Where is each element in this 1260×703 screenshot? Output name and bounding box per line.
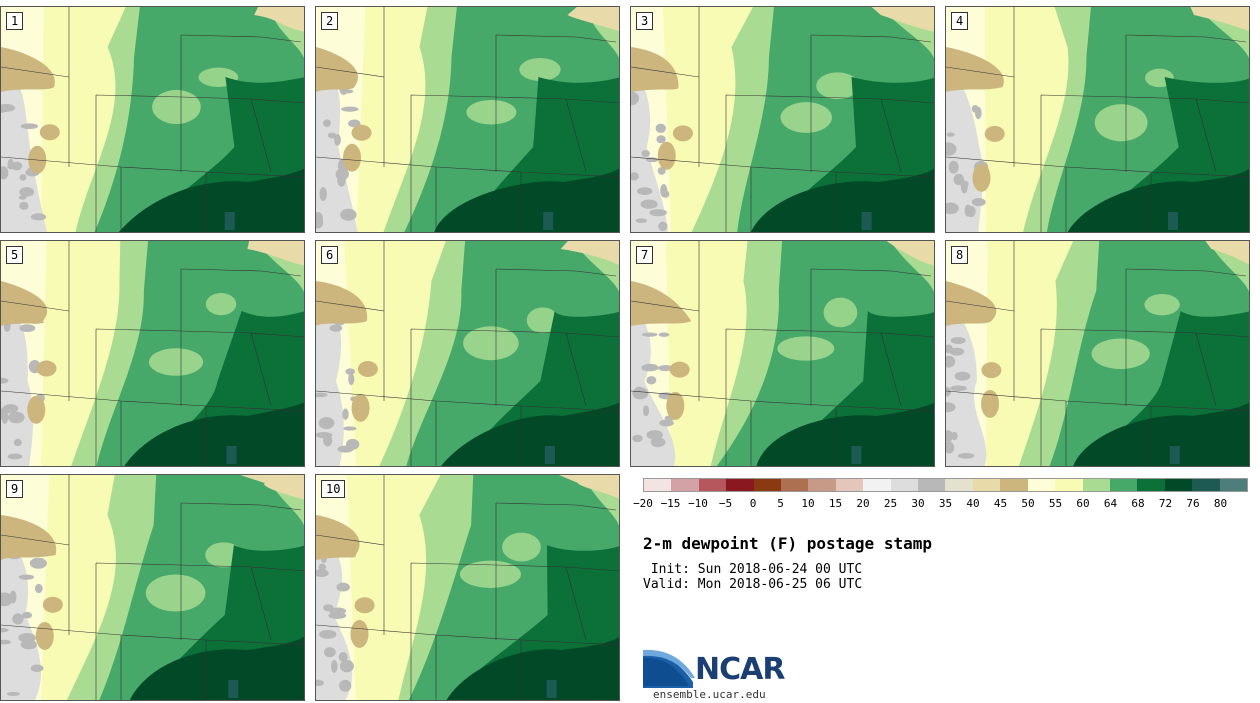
colorbar-segment xyxy=(863,479,891,491)
colorbar-tick: 20 xyxy=(856,497,870,510)
colorbar-segment xyxy=(835,479,864,491)
colorbar-segment xyxy=(1055,479,1083,491)
colorbar-segment xyxy=(918,479,946,491)
colorbar-segment xyxy=(1164,479,1193,491)
colorbar-tick: 60 xyxy=(1076,497,1090,510)
colorbar-segment xyxy=(1219,479,1247,491)
colorbar-tick: −20 xyxy=(633,497,653,510)
colorbar-tick: −15 xyxy=(660,497,681,510)
colorbar-tick: 45 xyxy=(993,497,1008,510)
colorbar-segment xyxy=(1000,479,1028,491)
panel-number-label: 8 xyxy=(951,246,969,264)
colorbar-segment xyxy=(698,479,727,491)
colorbar-segment xyxy=(1137,479,1165,491)
colorbar-tick: 80 xyxy=(1213,497,1228,510)
colorbar-segment xyxy=(945,479,973,491)
colorbar-tick-labels: −20 −15 −10 −5 0 5 10 15 20 25 30 35 40 45 50 55 60 64 68 7… xyxy=(633,497,1248,513)
postage-stamp-panel: 9 xyxy=(0,474,305,701)
colorbar-tick: 10 xyxy=(801,497,815,510)
colorbar-tick: 0 xyxy=(749,497,757,510)
chart-title: 2-m dewpoint (F) postage stamp xyxy=(643,534,932,553)
postage-stamp-panel: 10 xyxy=(315,474,620,701)
postage-stamp-panel: 7 xyxy=(630,240,935,467)
postage-stamp-panel: 2 xyxy=(315,6,620,233)
colorbar-tick: 25 xyxy=(883,497,898,510)
colorbar-segment xyxy=(726,479,754,491)
panel-number-label: 6 xyxy=(321,246,339,264)
panel-number-label: 2 xyxy=(321,12,339,30)
colorbar-tick: 68 xyxy=(1131,497,1145,510)
init-time: Init: Sun 2018-06-24 00 UTC xyxy=(643,562,863,577)
colorbar-tick: −5 xyxy=(718,497,733,510)
colorbar-tick: −10 xyxy=(688,497,708,510)
panel-number-label: 1 xyxy=(6,12,24,30)
postage-stamp-panel: 5 xyxy=(0,240,305,467)
logo-text: NCAR xyxy=(695,652,785,687)
colorbar-segment xyxy=(890,479,919,491)
colorbar-segment xyxy=(671,479,699,491)
colorbar-tick: 72 xyxy=(1158,497,1173,510)
colorbar-tick: 50 xyxy=(1021,497,1035,510)
colorbar-tick: 55 xyxy=(1048,497,1063,510)
colorbar-segment xyxy=(1027,479,1056,491)
colorbar-tick: 35 xyxy=(938,497,953,510)
postage-stamp-panel: 8 xyxy=(945,240,1250,467)
colorbar-segment xyxy=(808,479,836,491)
postage-stamp-panel: 4 xyxy=(945,6,1250,233)
colorbar-segment xyxy=(1082,479,1110,491)
colorbar-tick: 64 xyxy=(1103,497,1118,510)
panel-number-label: 7 xyxy=(636,246,654,264)
colorbar-tick: 15 xyxy=(828,497,843,510)
panel-number-label: 5 xyxy=(6,246,24,264)
panel-number-label: 3 xyxy=(636,12,654,30)
colorbar-segment xyxy=(972,479,1001,491)
colorbar-segment xyxy=(753,479,782,491)
colorbar-segment xyxy=(781,479,809,491)
ncar-logo-icon xyxy=(643,649,695,688)
colorbar-segment xyxy=(644,479,672,491)
colorbar-segment xyxy=(1192,479,1220,491)
colorbar-segment xyxy=(1109,479,1138,491)
panel-number-label: 9 xyxy=(6,480,24,498)
postage-stamp-panel: 1 xyxy=(0,6,305,233)
panel-number-label: 4 xyxy=(951,12,969,30)
dewpoint-colorbar xyxy=(643,478,1248,492)
colorbar-tick: 76 xyxy=(1186,497,1200,510)
site-url: ensemble.ucar.edu xyxy=(653,688,766,701)
colorbar-tick: 5 xyxy=(777,497,784,510)
panel-number-label: 10 xyxy=(321,480,346,498)
valid-time: Valid: Mon 2018-06-25 06 UTC xyxy=(643,577,863,592)
postage-stamp-panel: 3 xyxy=(630,6,935,233)
colorbar-tick: 30 xyxy=(911,497,925,510)
postage-stamp-panel: 6 xyxy=(315,240,620,467)
colorbar-tick: 40 xyxy=(966,497,980,510)
